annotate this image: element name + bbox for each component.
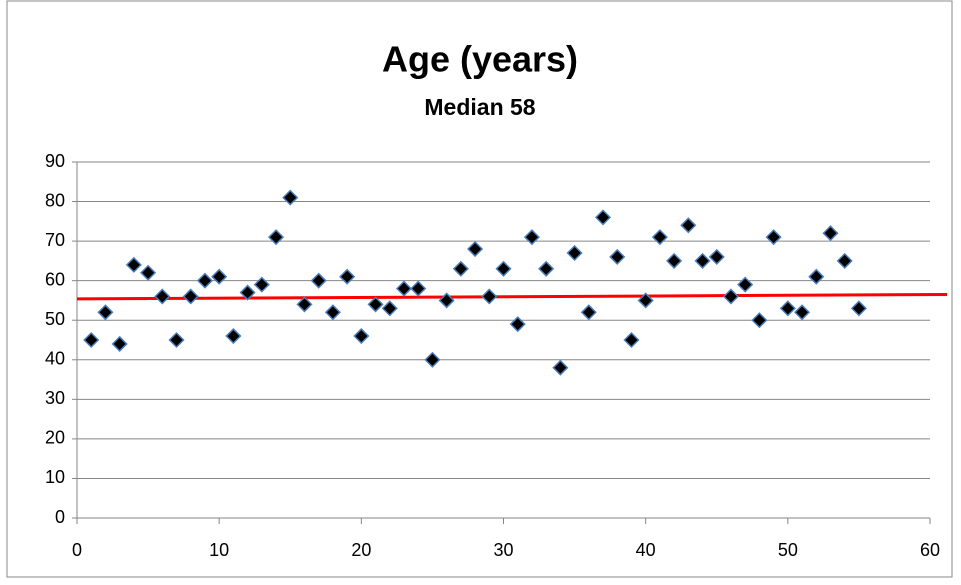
data-point — [666, 252, 683, 269]
data-point — [410, 280, 427, 297]
chart-frame — [6, 0, 953, 578]
x-tick-label: 20 — [351, 540, 371, 560]
data-point — [594, 209, 612, 226]
x-tick-label: 50 — [778, 540, 798, 560]
chart-subtitle: Median 58 — [424, 94, 535, 120]
y-tick-label: 0 — [55, 507, 65, 527]
data-point — [850, 300, 867, 317]
data-point — [523, 229, 540, 246]
data-point — [552, 359, 569, 376]
data-point — [367, 296, 384, 313]
data-point — [182, 288, 199, 305]
data-point — [310, 272, 327, 289]
data-point — [296, 296, 313, 313]
data-point — [793, 304, 811, 321]
data-point — [538, 260, 555, 277]
x-tick-label: 60 — [920, 540, 940, 560]
data-point — [97, 304, 114, 321]
data-point — [125, 256, 142, 273]
data-point — [253, 276, 270, 293]
x-tick-label: 10 — [209, 540, 229, 560]
y-tick-label: 30 — [45, 388, 65, 408]
data-point — [651, 229, 668, 246]
data-point — [637, 292, 654, 309]
y-tick-label: 50 — [45, 309, 65, 329]
data-point — [282, 189, 299, 206]
data-point — [708, 248, 725, 265]
data-point — [83, 331, 100, 349]
data-point — [381, 300, 398, 317]
x-tick-label: 0 — [72, 540, 82, 560]
data-point — [239, 284, 256, 301]
data-point — [225, 327, 242, 345]
x-tick-label: 40 — [636, 540, 656, 560]
data-point — [481, 288, 498, 305]
y-tick-label: 70 — [45, 230, 65, 250]
data-point — [822, 225, 839, 242]
chart-title: Age (years) — [382, 39, 578, 80]
data-point — [737, 276, 754, 293]
data-point — [452, 260, 469, 277]
data-point — [339, 268, 356, 285]
data-point — [438, 292, 455, 309]
y-tick-label: 40 — [45, 349, 65, 369]
y-tick-label: 90 — [45, 151, 65, 171]
y-tick-label: 80 — [45, 190, 65, 210]
data-point — [765, 229, 782, 246]
data-point — [140, 264, 157, 281]
data-point — [395, 280, 413, 297]
data-point — [154, 288, 171, 305]
data-point — [467, 240, 484, 258]
data-point — [509, 316, 526, 333]
data-point — [694, 252, 711, 269]
data-point — [680, 217, 697, 234]
y-tick-label: 20 — [45, 428, 65, 448]
data-point — [111, 335, 128, 353]
data-point — [566, 244, 583, 262]
x-tick-label: 30 — [493, 540, 513, 560]
data-point — [722, 288, 740, 305]
data-point — [168, 331, 185, 349]
y-tick-label: 10 — [45, 467, 65, 487]
data-point — [267, 229, 285, 246]
data-point — [836, 252, 853, 269]
data-point — [808, 268, 825, 285]
data-point — [580, 304, 597, 321]
data-point — [211, 268, 228, 285]
data-point — [424, 351, 441, 368]
data-point — [353, 327, 370, 345]
data-point — [495, 260, 512, 277]
trendline — [76, 293, 948, 301]
data-point — [751, 312, 768, 329]
data-point — [779, 300, 796, 317]
data-point — [324, 304, 341, 321]
y-tick-label: 60 — [45, 269, 65, 289]
data-point — [609, 248, 626, 265]
data-point — [196, 272, 214, 289]
data-point — [623, 331, 640, 349]
